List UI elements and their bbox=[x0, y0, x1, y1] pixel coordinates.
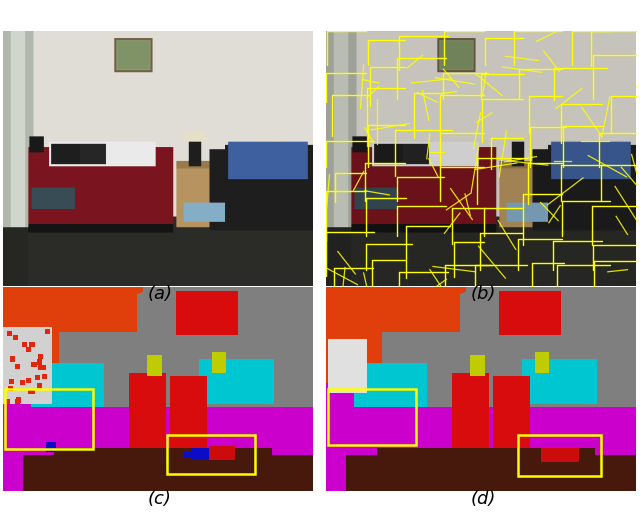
Bar bbox=[166, 435, 255, 474]
Bar bbox=[328, 389, 417, 445]
Text: (a): (a) bbox=[147, 285, 173, 304]
Text: (c): (c) bbox=[148, 490, 172, 508]
Text: (d): (d) bbox=[470, 490, 496, 508]
Bar bbox=[5, 389, 93, 449]
Bar bbox=[518, 435, 600, 476]
Text: (b): (b) bbox=[470, 285, 496, 304]
